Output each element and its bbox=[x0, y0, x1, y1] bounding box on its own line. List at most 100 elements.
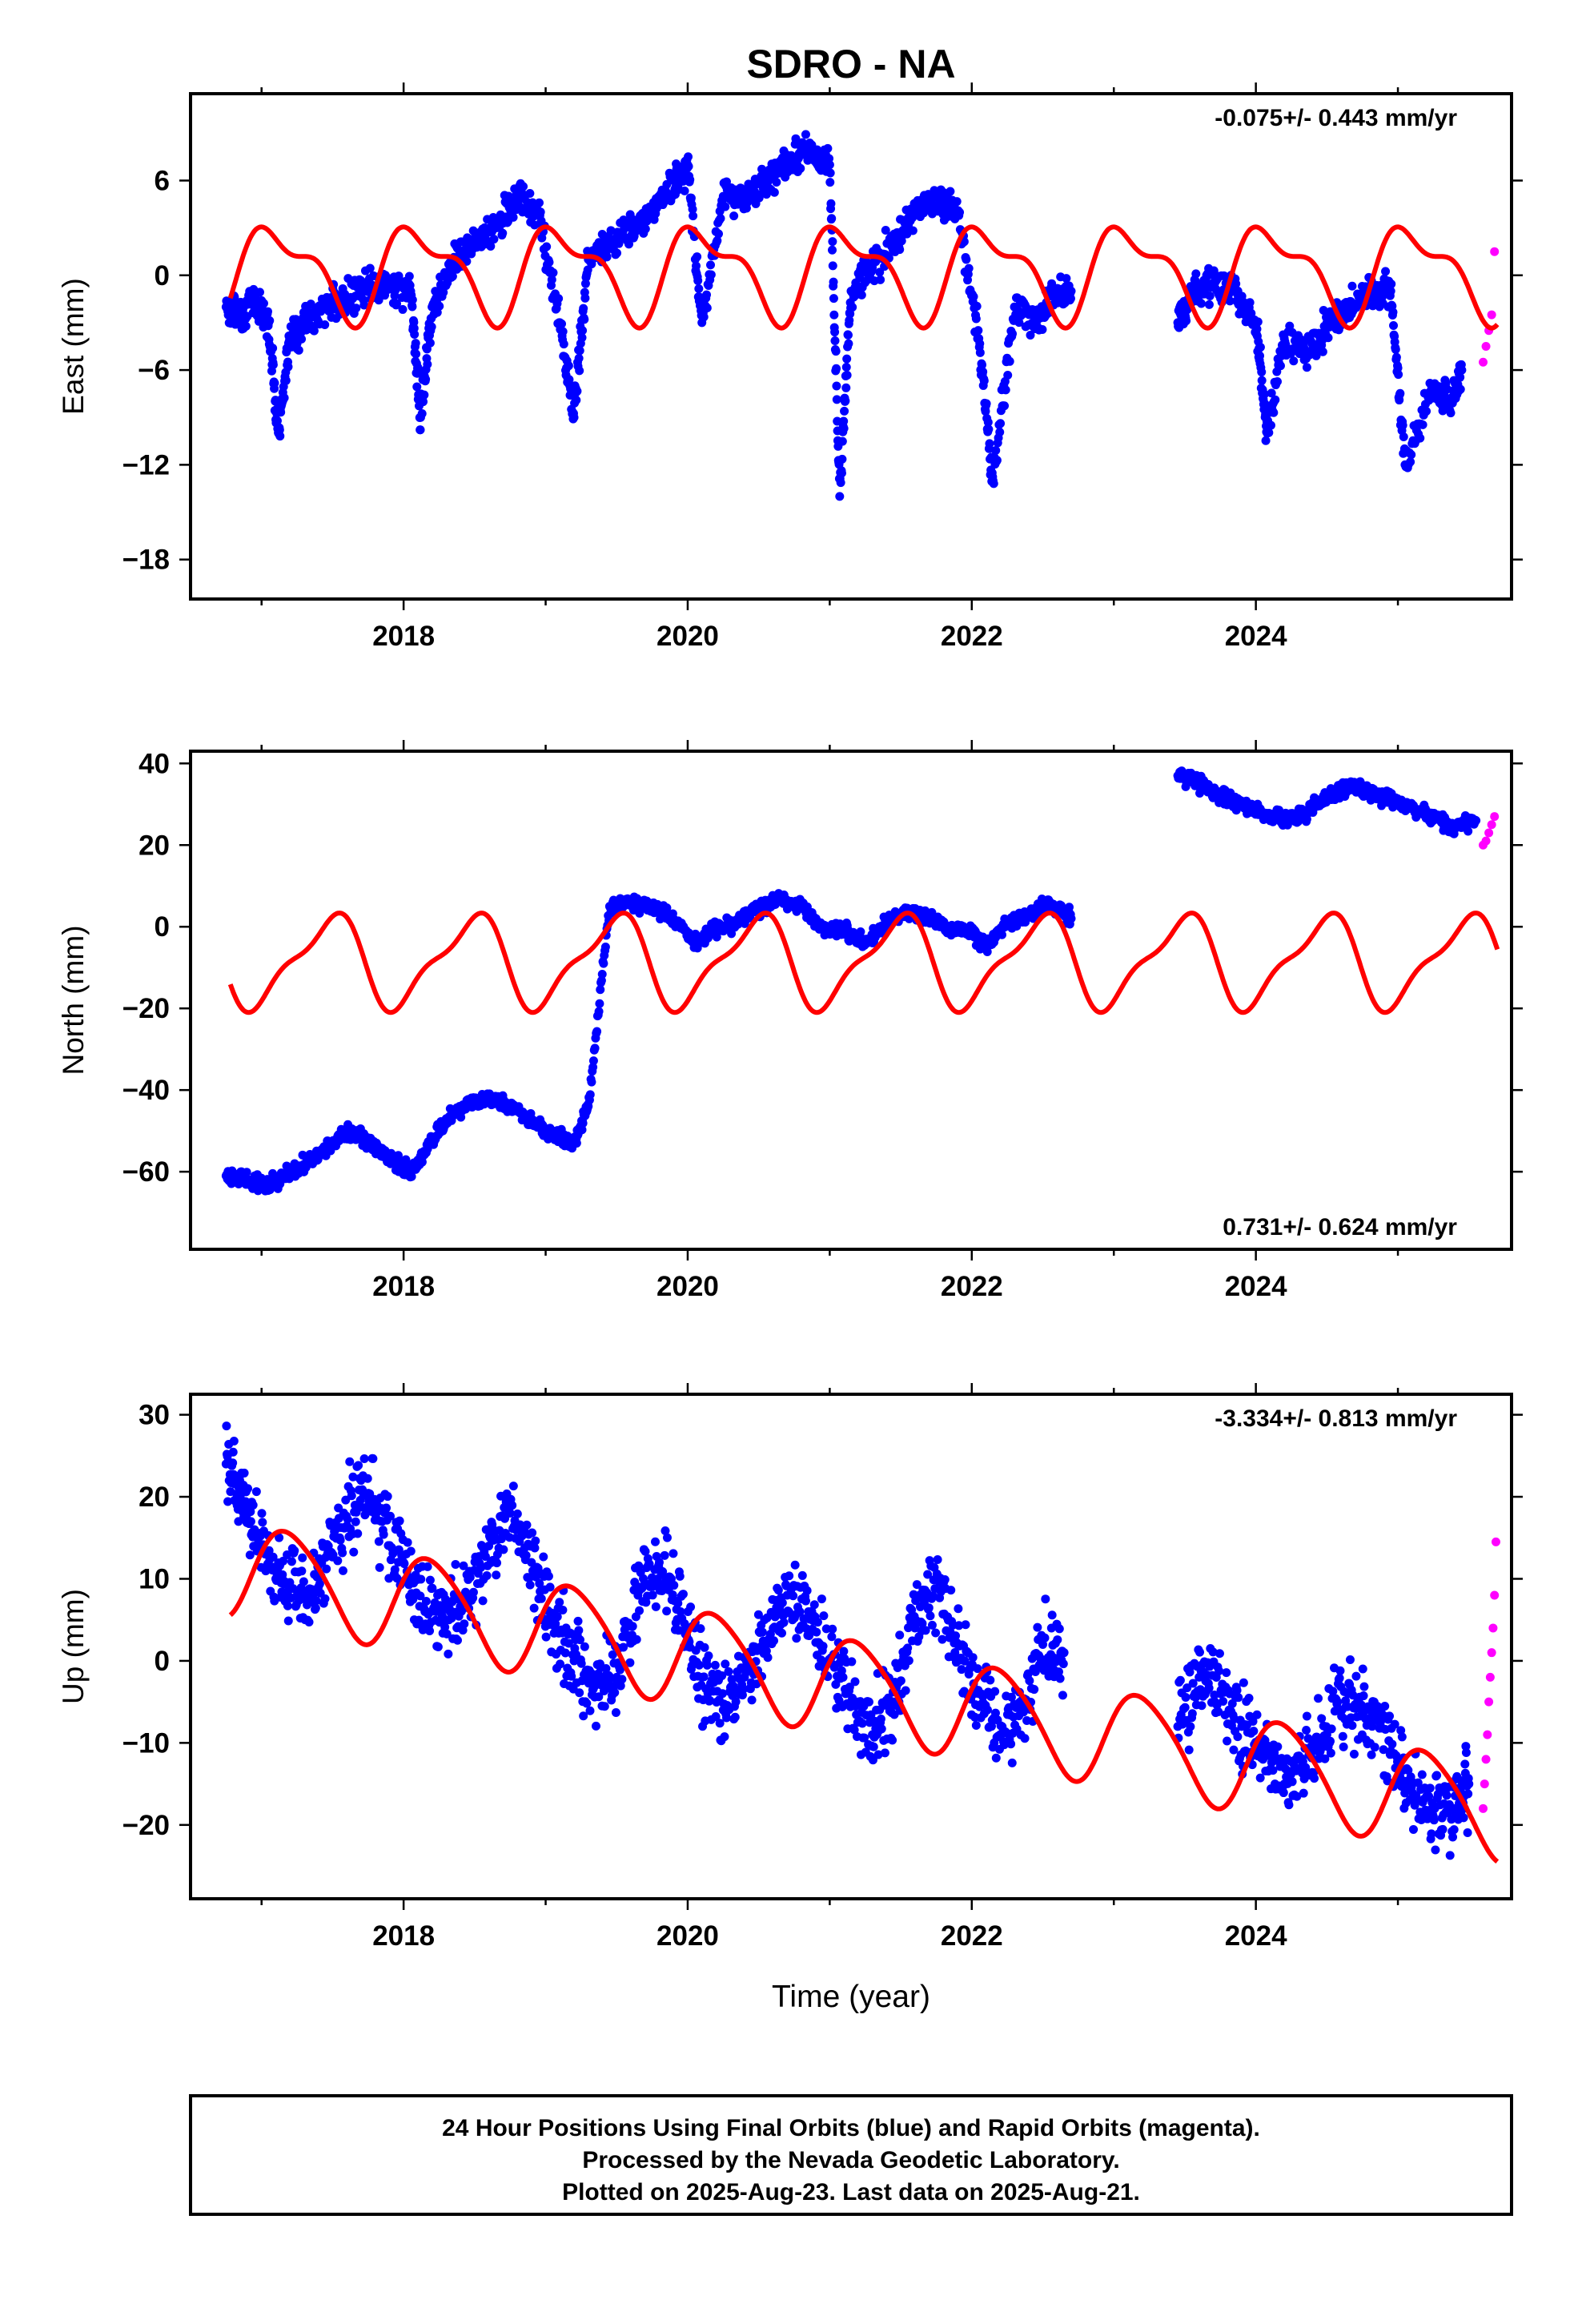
north-final-point bbox=[588, 1063, 598, 1072]
east-rapid-point bbox=[1487, 310, 1496, 320]
east-final-point bbox=[1398, 420, 1407, 430]
north-rapid-point bbox=[1490, 812, 1500, 822]
east-final-point bbox=[404, 271, 414, 281]
up-final-point bbox=[482, 1570, 492, 1580]
east-final-point bbox=[992, 456, 1002, 465]
up-final-point bbox=[476, 1562, 486, 1572]
north-xtick-label: 2020 bbox=[656, 1271, 719, 1302]
up-final-point bbox=[635, 1606, 644, 1615]
up-final-point bbox=[817, 1594, 826, 1604]
up-final-point bbox=[297, 1566, 307, 1576]
up-final-point bbox=[675, 1571, 685, 1581]
up-final-point bbox=[573, 1616, 583, 1626]
up-final-point bbox=[505, 1509, 515, 1518]
north-ytick-label: −20 bbox=[122, 993, 170, 1024]
east-final-point bbox=[309, 326, 319, 336]
east-ylabel: East (mm) bbox=[57, 278, 90, 415]
up-final-point bbox=[938, 1634, 947, 1644]
up-final-point bbox=[591, 1721, 600, 1731]
up-final-point bbox=[669, 1549, 678, 1558]
east-final-point bbox=[689, 211, 698, 221]
up-final-point bbox=[601, 1664, 611, 1674]
east-final-point bbox=[1261, 436, 1271, 445]
east-final-point bbox=[439, 287, 448, 297]
up-final-point bbox=[576, 1635, 585, 1645]
up-final-point bbox=[973, 1664, 982, 1674]
east-rate-label: -0.075+/- 0.443 mm/yr bbox=[1215, 105, 1457, 131]
up-final-point bbox=[423, 1562, 432, 1571]
north-final-point bbox=[982, 947, 992, 957]
up-final-point bbox=[608, 1650, 617, 1659]
up-final-point bbox=[957, 1665, 966, 1675]
up-final-point bbox=[839, 1647, 849, 1656]
up-final-point bbox=[564, 1638, 573, 1648]
east-final-point bbox=[975, 339, 985, 348]
east-final-point bbox=[421, 375, 431, 384]
up-final-point bbox=[522, 1520, 532, 1530]
up-final-point bbox=[686, 1602, 696, 1612]
east-final-point bbox=[268, 360, 278, 370]
up-final-point bbox=[747, 1695, 757, 1705]
east-final-point bbox=[1267, 388, 1276, 398]
up-final-point bbox=[251, 1487, 261, 1497]
east-final-point bbox=[268, 344, 278, 353]
up-final-point bbox=[752, 1679, 761, 1689]
north-final-point bbox=[1472, 816, 1481, 826]
up-final-point bbox=[556, 1659, 565, 1669]
east-final-point bbox=[827, 245, 837, 255]
up-final-point bbox=[500, 1514, 510, 1523]
up-final-point bbox=[696, 1624, 705, 1634]
up-final-point bbox=[582, 1699, 592, 1708]
up-final-point bbox=[773, 1586, 783, 1595]
east-final-point bbox=[825, 168, 835, 178]
up-final-point bbox=[222, 1421, 231, 1431]
east-final-point bbox=[979, 376, 989, 386]
up-final-point bbox=[345, 1457, 355, 1466]
up-final-point bbox=[777, 1628, 787, 1638]
up-final-point bbox=[465, 1573, 475, 1582]
up-final-point bbox=[802, 1586, 812, 1595]
east-final-point bbox=[1255, 343, 1265, 352]
east-final-point bbox=[535, 198, 544, 207]
up-final-point bbox=[347, 1491, 356, 1501]
east-final-point bbox=[680, 186, 689, 195]
up-final-point bbox=[673, 1598, 683, 1608]
up-final-point bbox=[625, 1658, 635, 1667]
east-final-point bbox=[843, 330, 853, 340]
east-final-point bbox=[693, 275, 703, 285]
up-final-point bbox=[704, 1651, 713, 1661]
up-final-point bbox=[521, 1550, 531, 1560]
east-final-point bbox=[955, 207, 965, 217]
east-final-point bbox=[1257, 376, 1267, 385]
east-final-point bbox=[823, 143, 833, 153]
east-final-point bbox=[1394, 370, 1403, 380]
east-final-point bbox=[408, 302, 417, 312]
up-final-point bbox=[338, 1548, 347, 1558]
north-ylabel: North (mm) bbox=[57, 925, 90, 1075]
north-final-point bbox=[998, 930, 1007, 939]
up-final-point bbox=[535, 1578, 544, 1588]
east-final-point bbox=[983, 417, 993, 427]
up-final-point bbox=[442, 1629, 452, 1638]
north-final-point bbox=[407, 1172, 416, 1181]
up-final-point bbox=[320, 1594, 330, 1603]
up-final-point bbox=[901, 1686, 910, 1695]
up-final-point bbox=[648, 1590, 657, 1600]
up-final-point bbox=[660, 1550, 669, 1560]
up-final-point bbox=[812, 1627, 821, 1637]
north-final-point bbox=[1464, 826, 1473, 836]
east-final-point bbox=[365, 263, 375, 273]
up-final-point bbox=[721, 1659, 730, 1669]
up-final-point bbox=[873, 1750, 883, 1759]
up-final-point bbox=[738, 1684, 748, 1694]
east-final-point bbox=[542, 242, 552, 251]
east-final-point bbox=[755, 190, 765, 199]
up-final-point bbox=[528, 1528, 537, 1538]
up-final-point bbox=[869, 1742, 878, 1751]
up-final-point bbox=[950, 1647, 960, 1657]
east-final-point bbox=[530, 220, 540, 230]
up-final-point bbox=[544, 1571, 553, 1581]
east-rapid-point bbox=[1490, 247, 1500, 256]
east-final-point bbox=[412, 349, 421, 359]
up-final-point bbox=[805, 1631, 814, 1641]
